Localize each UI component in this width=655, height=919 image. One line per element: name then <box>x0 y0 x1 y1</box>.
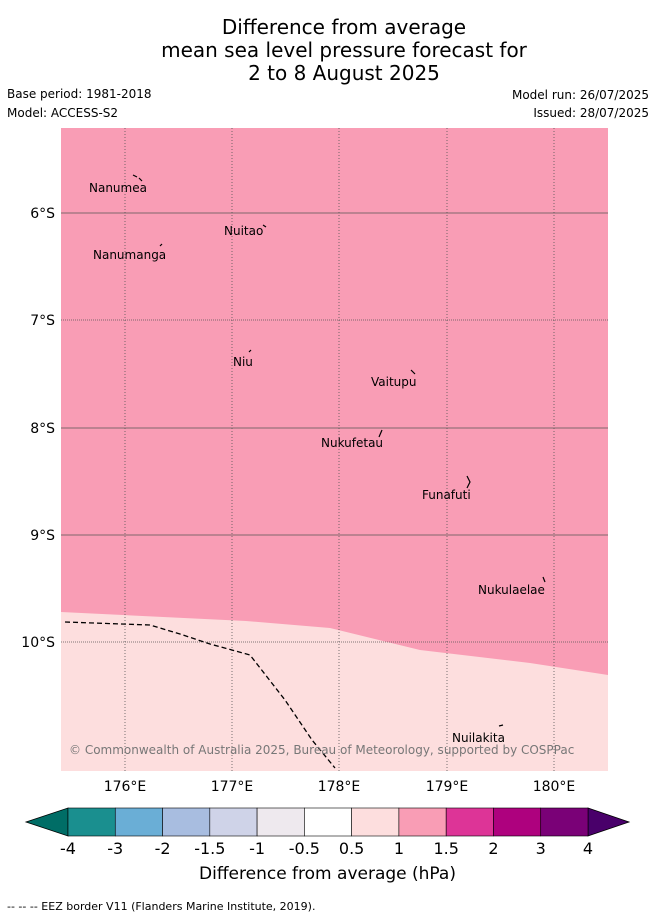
colorbar-tick-label: 2 <box>488 839 498 858</box>
island-label-nanumea: Nanumea <box>89 181 147 195</box>
base-period-label: Base period: 1981-2018 <box>7 87 152 101</box>
title-line-1: Difference from average <box>221 15 467 39</box>
longitude-gridlines <box>124 128 555 771</box>
colorbar-tick-label: -3 <box>107 839 123 858</box>
colorbar-swatch <box>256 807 305 837</box>
island-shape-niu <box>248 349 252 353</box>
copyright-notice: © Commonwealth of Australia 2025, Bureau… <box>69 743 574 757</box>
island-shape-nuilakita <box>498 724 504 727</box>
colorbar-under-arrow <box>24 807 69 837</box>
lon-label-176e: 176°E <box>104 779 147 795</box>
island-label-nuitao: Nuitao <box>224 224 263 238</box>
lon-label-179e: 179°E <box>426 779 469 795</box>
lon-label-177e: 177°E <box>211 779 254 795</box>
colorbar-swatch <box>445 807 494 837</box>
colorbar-tick-label: -1 <box>249 839 265 858</box>
colorbar: -4 -3 -2 -1.5 -1 -0.5 0.5 1 1.5 2 3 4 <box>24 807 631 858</box>
colorbar-tick-label: -2 <box>155 839 171 858</box>
colorbar-tick-label: 1 <box>394 839 404 858</box>
island-shape-funafuti <box>466 475 471 489</box>
colorbar-tick-label: 4 <box>583 839 593 858</box>
eez-border <box>64 621 336 769</box>
colorbar-tick-label: -0.5 <box>289 839 320 858</box>
island-label-funafuti: Funafuti <box>422 488 471 502</box>
model-run-label: Model run: 26/07/2025 <box>511 88 649 102</box>
longitude-labels: 176°E 177°E 178°E 179°E 180°E <box>104 779 576 795</box>
pressure-anomaly-map: 6°S 7°S 8°S 9°S 10°S 176°E 177°E 178°E 1… <box>21 128 608 795</box>
low-anomaly-region <box>61 612 608 771</box>
colorbar-tick-labels: -4 -3 -2 -1.5 -1 -0.5 0.5 1 1.5 2 3 4 <box>60 839 593 858</box>
colorbar-swatch <box>209 807 258 837</box>
map-field <box>61 128 608 771</box>
colorbar-tick-label: -4 <box>60 839 76 858</box>
colorbar-over-arrow <box>587 807 631 837</box>
colorbar-swatch <box>304 807 352 837</box>
latitude-labels: 6°S 7°S 8°S 9°S 10°S <box>21 206 55 651</box>
lat-label-10s: 10°S <box>21 635 55 651</box>
lon-label-180e: 180°E <box>533 779 576 795</box>
colorbar-swatch <box>114 807 163 837</box>
model-label: Model: ACCESS-S2 <box>7 106 119 120</box>
island-label-nukulaelae: Nukulaelae <box>478 583 545 597</box>
island-shape-nukufetau <box>378 429 383 438</box>
colorbar-title: Difference from average (hPa) <box>199 864 456 884</box>
title-line-3: 2 to 8 August 2025 <box>248 61 440 85</box>
eez-legend-note: -- -- -- EEZ border V11 (Flanders Marine… <box>7 900 316 913</box>
lat-label-7s: 7°S <box>30 313 55 329</box>
latitude-gridlines <box>61 212 608 643</box>
colorbar-tick-label: -1.5 <box>194 839 225 858</box>
colorbar-swatches <box>24 807 631 837</box>
island-label-nanumanga: Nanumanga <box>93 248 166 262</box>
colorbar-swatch <box>162 807 211 837</box>
island-shape-nanumea <box>132 174 143 182</box>
island-outlines <box>132 174 546 727</box>
island-shape-vaitupu <box>410 369 416 375</box>
colorbar-tick-label: 0.5 <box>339 839 364 858</box>
colorbar-swatch <box>493 807 542 837</box>
lat-label-8s: 8°S <box>30 421 55 437</box>
lat-label-9s: 9°S <box>30 528 55 544</box>
colorbar-tick-label: 1.5 <box>433 839 458 858</box>
island-shape-nanumanga <box>159 243 163 247</box>
island-label-nuilakita: Nuilakita <box>452 731 505 745</box>
island-label-nukufetau: Nukufetau <box>321 436 383 450</box>
island-label-vaitupu: Vaitupu <box>371 375 417 389</box>
island-shape-nukulaelae <box>542 576 546 583</box>
issued-label: Issued: 28/07/2025 <box>533 106 649 120</box>
colorbar-tick-label: 3 <box>536 839 546 858</box>
colorbar-swatch <box>351 807 400 837</box>
lon-label-178e: 178°E <box>318 779 361 795</box>
island-labels: Nanumea Nuitao Nanumanga Niu Vaitupu Nuk… <box>89 181 545 745</box>
map-title: Difference from average mean sea level p… <box>0 16 655 85</box>
lat-label-6s: 6°S <box>30 206 55 222</box>
title-line-2: mean sea level pressure forecast for <box>161 38 527 62</box>
colorbar-swatch <box>398 807 447 837</box>
colorbar-swatch <box>540 807 589 837</box>
island-shape-nuitao <box>262 224 267 228</box>
colorbar-swatch <box>67 807 116 837</box>
island-label-niu: Niu <box>233 355 253 369</box>
